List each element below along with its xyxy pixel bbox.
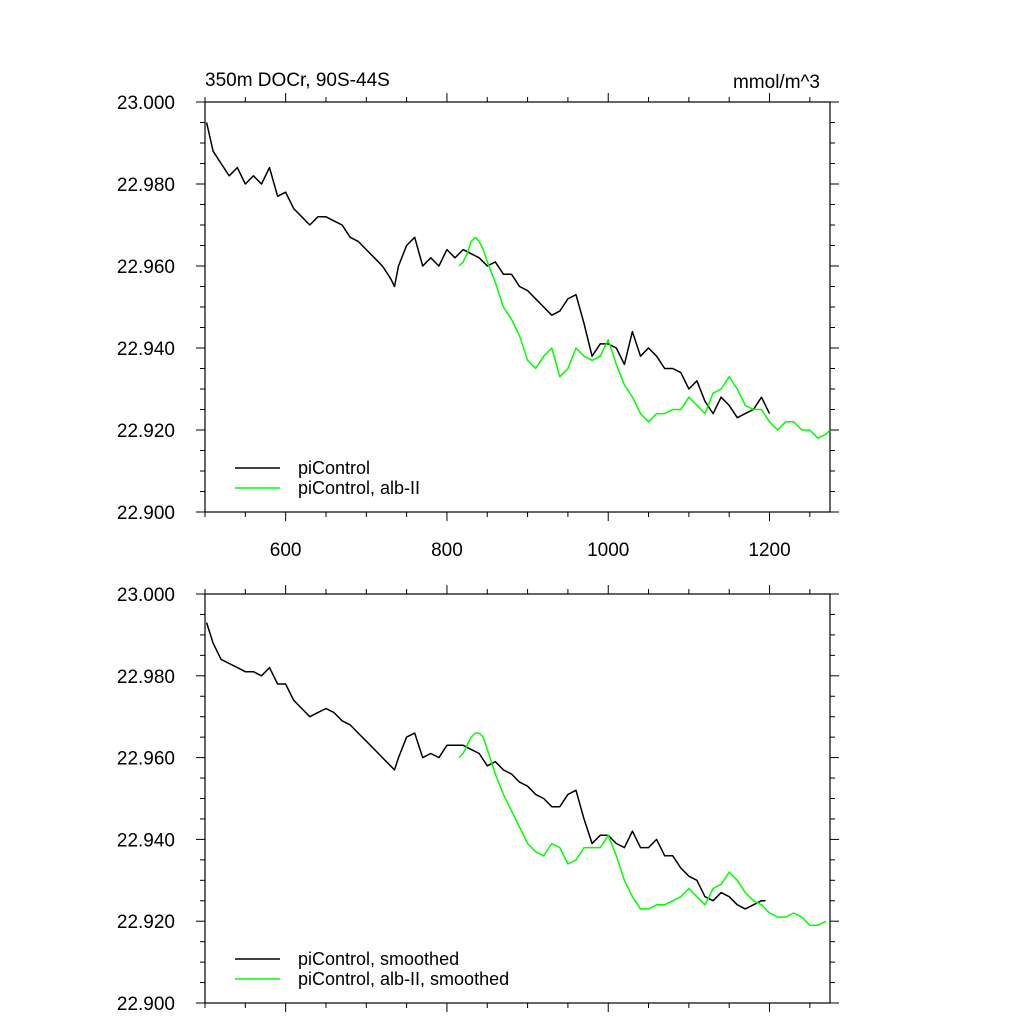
plot-frame bbox=[204, 101, 831, 513]
y-tick-label: 22.960 bbox=[117, 749, 175, 770]
x-tick-label: 600 bbox=[270, 540, 302, 561]
y-tick-label: 22.980 bbox=[117, 667, 175, 688]
y-tick-label: 22.920 bbox=[117, 421, 175, 442]
x-tick-label: 800 bbox=[431, 540, 463, 561]
chart-title: 350m DOCr, 90S-44S bbox=[205, 70, 390, 91]
chart-units: mmol/m^3 bbox=[733, 72, 820, 93]
legend-label: piControl bbox=[298, 458, 370, 478]
series-line-1 bbox=[458, 236, 831, 439]
legend-label: piControl, alb-II bbox=[298, 478, 420, 498]
y-tick-label: 22.960 bbox=[117, 257, 175, 278]
legend-label: piControl, alb-II, smoothed bbox=[298, 969, 509, 989]
legend-label: piControl, smoothed bbox=[298, 949, 459, 969]
y-tick-label: 22.900 bbox=[117, 503, 175, 524]
y-tick-label: 22.940 bbox=[117, 339, 175, 360]
plot-frame bbox=[204, 593, 831, 1004]
y-tick-label: 23.000 bbox=[117, 585, 175, 606]
x-tick-label: 1000 bbox=[587, 540, 629, 561]
y-tick-label: 22.920 bbox=[117, 912, 175, 933]
bottom-panel: 22.900 22.920 22.940 22.960 22.980 23.000 piCo… bbox=[117, 585, 839, 1015]
top-panel: 600 800 1000 1200 22.900 22.920 22.940 22.960 22… bbox=[117, 93, 839, 561]
y-tick-label: 23.000 bbox=[117, 93, 175, 114]
x-tick-label: 1200 bbox=[748, 540, 790, 561]
y-tick-label: 22.900 bbox=[117, 994, 175, 1015]
y-tick-label: 22.940 bbox=[117, 830, 175, 851]
series-line-0 bbox=[205, 122, 771, 419]
y-tick-label: 22.980 bbox=[117, 175, 175, 196]
series-line-1 bbox=[458, 732, 827, 927]
series-line-0 bbox=[205, 622, 766, 910]
